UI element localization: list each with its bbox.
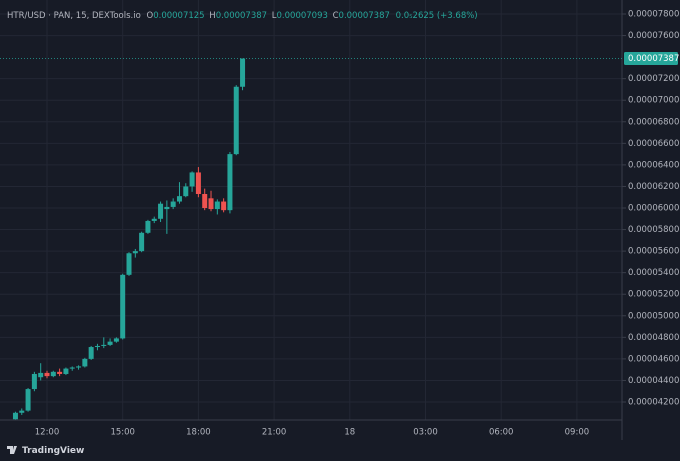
- candle-body: [170, 201, 176, 207]
- candle-body: [158, 203, 164, 219]
- symbol: HTR/USD · PAN, 15, DEXTools.io: [7, 11, 141, 21]
- candle-body: [19, 410, 25, 413]
- last-price-label: 0.00007387: [628, 54, 679, 64]
- legend-header: HTR/USD · PAN, 15, DEXTools.io O0.000071…: [7, 11, 478, 21]
- x-tick-label: 12:00: [35, 428, 60, 438]
- candle-body: [151, 218, 157, 221]
- candle-body: [38, 372, 44, 378]
- y-tick-label: 0.00004800: [628, 333, 679, 343]
- ohlc-label: H: [209, 11, 215, 21]
- y-tick-label: 0.00005600: [628, 247, 679, 257]
- candle-body: [107, 341, 113, 345]
- y-tick-label: 0.00006600: [628, 139, 679, 149]
- candle-body: [88, 347, 94, 359]
- candle-body: [164, 206, 170, 210]
- candle-body: [57, 371, 63, 374]
- last-price-box: [624, 52, 678, 66]
- x-tick-label: 06:00: [489, 428, 514, 438]
- x-tick-label: 03:00: [413, 428, 438, 438]
- candle-body: [63, 368, 69, 374]
- x-tick-label: 09:00: [565, 428, 590, 438]
- candle-body: [44, 372, 50, 377]
- y-tick-label: 0.00004400: [628, 376, 679, 386]
- candle-body: [120, 274, 126, 339]
- ohlc-value: 0.00007125: [153, 11, 204, 21]
- candle-body: [113, 338, 119, 342]
- candle-body: [31, 373, 37, 390]
- candle-body: [139, 232, 145, 252]
- y-tick-label: 0.00007000: [628, 96, 679, 106]
- ohlc-label: C: [333, 11, 339, 21]
- candle-body: [132, 251, 138, 254]
- candle-body: [69, 367, 75, 369]
- y-tick-label: 0.00006200: [628, 182, 679, 192]
- candle-body: [176, 196, 182, 202]
- candle-body: [145, 220, 151, 233]
- candle-body: [202, 193, 208, 209]
- candle-body: [240, 58, 246, 87]
- brand-logo: [7, 446, 17, 454]
- candle-body: [12, 412, 18, 420]
- candle-body: [183, 186, 189, 197]
- candle-body: [25, 389, 31, 411]
- candle-body: [195, 172, 201, 194]
- x-tick-label: 15:00: [110, 428, 135, 438]
- brand-name: TradingView: [22, 446, 84, 456]
- x-tick-label: 18:00: [186, 428, 211, 438]
- candle-body: [233, 86, 239, 155]
- candle-body: [94, 345, 100, 348]
- y-tick-label: 0.00004200: [628, 398, 679, 408]
- candle-body: [50, 371, 56, 377]
- y-tick-label: 0.00006400: [628, 160, 679, 170]
- y-tick-label: 0.00005200: [628, 290, 679, 300]
- y-tick-label: 0.00005000: [628, 311, 679, 321]
- y-tick-label: 0.00007600: [628, 31, 679, 41]
- y-tick-label: 0.00006800: [628, 117, 679, 127]
- candle-body: [227, 154, 233, 211]
- candle-body: [101, 344, 107, 346]
- candle-body: [221, 201, 227, 211]
- ohlc-value: 0.00007093: [277, 11, 328, 21]
- grid: [0, 0, 622, 420]
- candle-body: [82, 358, 88, 367]
- ohlc-value: 0.00007387: [339, 11, 390, 21]
- ohlc-value: 0.00007387: [216, 11, 267, 21]
- candle-body: [189, 172, 195, 187]
- candle-body: [214, 201, 220, 210]
- candle-body: [76, 366, 82, 368]
- y-tick-label: 0.00006000: [628, 204, 679, 214]
- y-tick-label: 0.00005800: [628, 225, 679, 235]
- x-tick-label: 21:00: [262, 428, 287, 438]
- candle-body: [208, 198, 214, 210]
- x-tick-label: 18: [344, 428, 355, 438]
- candle-body: [126, 253, 132, 275]
- ohlc-label: L: [272, 11, 277, 21]
- y-tick-label: 0.00007200: [628, 74, 679, 84]
- y-tick-label: 0.00005400: [628, 268, 679, 278]
- change: 0.0₅2625 (+3.68%): [396, 11, 478, 21]
- y-tick-label: 0.00007800: [628, 10, 679, 20]
- ohlc-label: O: [147, 11, 154, 21]
- brand: TradingView: [7, 446, 84, 456]
- y-tick-label: 0.00004600: [628, 354, 679, 364]
- candles: [12, 58, 246, 420]
